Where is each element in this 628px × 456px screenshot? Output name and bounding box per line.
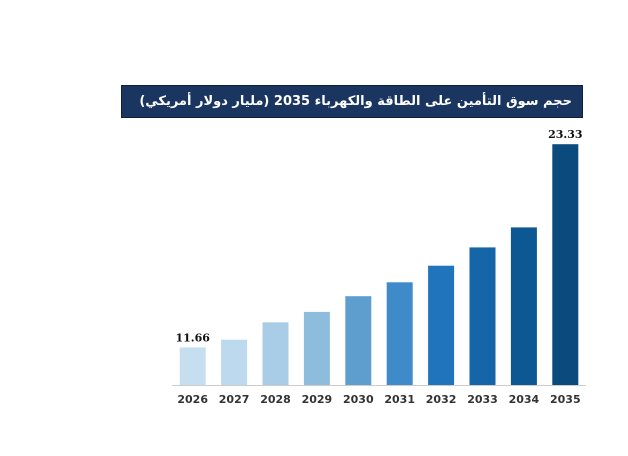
x-tick-label-2029: 2029: [302, 393, 333, 406]
x-tick-label-2032: 2032: [426, 393, 457, 406]
chart-title: حجم سوق التأمين على الطاقة والكهرباء 203…: [139, 94, 572, 109]
chart-title-bar: حجم سوق التأمين على الطاقة والكهرباء 203…: [121, 85, 583, 118]
bar-2027: [221, 339, 248, 385]
x-tick-label-2026: 2026: [177, 393, 208, 406]
bar-2033: [469, 247, 496, 385]
x-tick-label-2033: 2033: [467, 393, 498, 406]
x-tick-label-2030: 2030: [343, 393, 374, 406]
data-label-2026: 11.66: [175, 331, 210, 344]
bar-2030: [345, 296, 372, 385]
bar-2034: [510, 227, 537, 385]
bar-2035: [552, 144, 579, 385]
bar-2032: [428, 265, 455, 385]
data-label-2035: 23.33: [548, 128, 582, 141]
bar-2026: [179, 347, 206, 385]
bar-2028: [262, 322, 289, 385]
x-tick-label-2031: 2031: [384, 393, 415, 406]
bar-2031: [386, 282, 413, 385]
bar-2029: [303, 311, 330, 385]
x-tick-label-2028: 2028: [260, 393, 291, 406]
x-tick-label-2035: 2035: [550, 393, 581, 406]
x-tick-label-2027: 2027: [219, 393, 250, 406]
x-tick-label-2034: 2034: [509, 393, 540, 406]
